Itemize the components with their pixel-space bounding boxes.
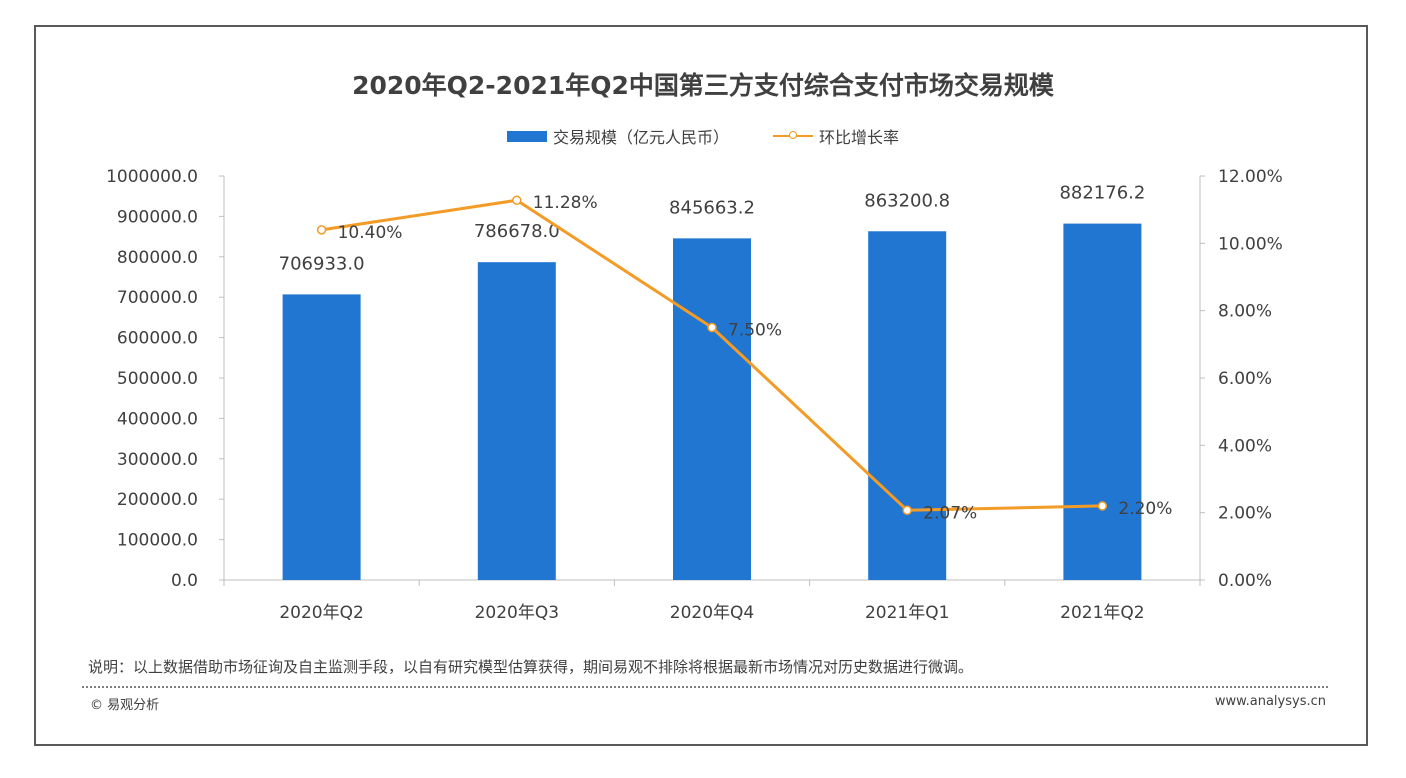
bar	[282, 294, 361, 580]
legend-label-growth: 环比增长率	[819, 128, 900, 147]
bar-data-label: 882176.2	[1059, 183, 1145, 204]
chart-legend: 交易规模（亿元人民币） 环比增长率	[0, 124, 1406, 148]
chart-title: 2020年Q2-2021年Q2中国第三方支付综合支付市场交易规模	[352, 71, 1054, 100]
left-tick-label: 0.0	[171, 571, 198, 591]
legend-swatch-line	[773, 131, 813, 139]
left-tick-label: 600000.0	[117, 329, 198, 349]
website-link[interactable]: www.analysys.cn	[1214, 694, 1326, 709]
growth-point	[902, 505, 912, 516]
bar	[477, 262, 556, 580]
legend-item-volume: 交易规模（亿元人民币）	[506, 124, 729, 148]
left-tick-label: 1000000.0	[106, 167, 198, 187]
left-tick-label: 100000.0	[117, 531, 198, 551]
x-tick-label: 2021年Q2	[1060, 603, 1144, 623]
bar	[1063, 223, 1142, 580]
legend-item-growth: 环比增长率	[773, 124, 899, 148]
left-tick-label: 300000.0	[117, 450, 198, 470]
growth-data-label: 7.50%	[728, 321, 782, 341]
copyright-text: © 易观分析	[90, 698, 160, 713]
bar-data-label: 706933.0	[279, 253, 365, 274]
growth-data-label: 2.20%	[1118, 499, 1172, 519]
footnote: 说明：以上数据借助市场征询及自主监测手段，以自有研究模型估算获得，期间易观不排除…	[88, 658, 974, 676]
growth-point	[316, 225, 327, 235]
bar	[673, 238, 751, 581]
growth-point	[512, 195, 522, 205]
chart-frame	[34, 25, 1368, 746]
growth-data-label: 11.28%	[533, 193, 598, 213]
x-tick-label: 2021年Q1	[865, 603, 949, 623]
bar-data-label: 845663.2	[669, 197, 755, 218]
right-tick-label: 10.00%	[1218, 234, 1283, 254]
left-tick-label: 500000.0	[117, 369, 198, 389]
x-tick-label: 2020年Q3	[475, 603, 559, 623]
left-tick-label: 900000.0	[117, 207, 198, 227]
x-tick-label: 2020年Q2	[279, 603, 363, 623]
right-tick-label: 12.00%	[1218, 167, 1283, 187]
left-tick-label: 700000.0	[117, 288, 198, 308]
bar	[868, 231, 947, 580]
left-tick-label: 400000.0	[117, 409, 198, 429]
bar-data-label: 786678.0	[474, 221, 560, 242]
growth-data-label: 10.40%	[338, 223, 403, 243]
legend-swatch-bar	[506, 130, 547, 142]
growth-point	[707, 322, 717, 333]
left-tick-label: 200000.0	[117, 490, 198, 510]
right-tick-label: 6.00%	[1218, 369, 1272, 389]
legend-label-volume: 交易规模（亿元人民币）	[552, 128, 729, 147]
left-tick-label: 800000.0	[117, 248, 198, 268]
growth-data-label: 2.07%	[923, 503, 977, 523]
right-tick-label: 4.00%	[1218, 436, 1272, 456]
growth-point	[1097, 501, 1108, 511]
x-tick-label: 2020年Q4	[670, 603, 754, 623]
right-tick-label: 8.00%	[1218, 302, 1272, 322]
footer-divider	[82, 686, 1328, 688]
right-tick-label: 0.00%	[1218, 571, 1272, 591]
bar-data-label: 863200.8	[864, 190, 950, 211]
right-tick-label: 2.00%	[1218, 504, 1272, 524]
